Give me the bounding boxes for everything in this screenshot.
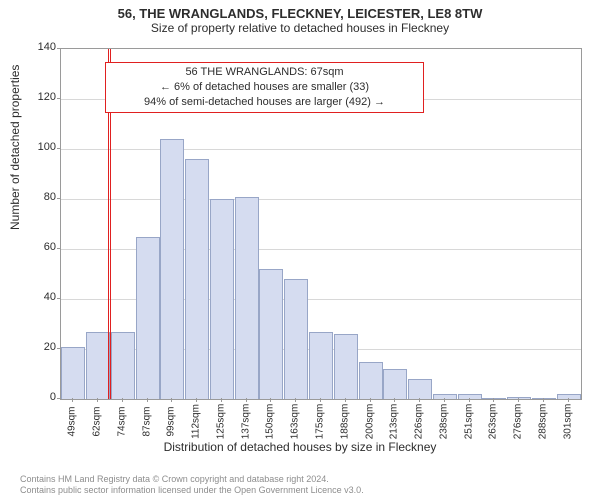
annotation-callout: 56 THE WRANGLANDS: 67sqm ← 6% of detache… (105, 62, 424, 113)
x-tick-label: 301sqm (562, 402, 573, 442)
x-tick-label: 200sqm (364, 402, 375, 442)
y-tick-label: 40 (16, 291, 56, 303)
x-tick-label: 263sqm (488, 402, 499, 442)
x-tick-label: 163sqm (290, 402, 301, 442)
x-tick-mark (122, 398, 123, 402)
x-tick-label: 276sqm (513, 402, 524, 442)
x-tick-label: 62sqm (92, 402, 103, 442)
y-tick-mark (57, 98, 61, 99)
x-tick-label: 150sqm (265, 402, 276, 442)
footer: Contains HM Land Registry data © Crown c… (20, 474, 364, 497)
x-tick-mark (543, 398, 544, 402)
x-tick-label: 87sqm (141, 402, 152, 442)
histogram-bar (557, 394, 581, 399)
y-tick-label: 120 (16, 91, 56, 103)
y-tick-label: 140 (16, 41, 56, 53)
title-main: 56, THE WRANGLANDS, FLECKNEY, LEICESTER,… (0, 0, 600, 21)
y-tick-mark (57, 148, 61, 149)
x-tick-mark (444, 398, 445, 402)
title-sub: Size of property relative to detached ho… (0, 21, 600, 35)
y-tick-mark (57, 348, 61, 349)
x-tick-mark (568, 398, 569, 402)
histogram-bar (532, 398, 556, 399)
histogram-bar (259, 269, 283, 399)
x-tick-mark (493, 398, 494, 402)
x-tick-mark (370, 398, 371, 402)
histogram-bar (284, 279, 308, 399)
y-tick-mark (57, 48, 61, 49)
x-tick-mark (72, 398, 73, 402)
y-tick-mark (57, 248, 61, 249)
annotation-line-3: 94% of semi-detached houses are larger (… (112, 95, 417, 110)
footer-line-2: Contains public sector information licen… (20, 485, 364, 496)
x-tick-label: 125sqm (215, 402, 226, 442)
histogram-bar (111, 332, 135, 400)
x-tick-mark (469, 398, 470, 402)
x-tick-label: 238sqm (438, 402, 449, 442)
histogram-bar (185, 159, 209, 399)
x-tick-mark (320, 398, 321, 402)
gridline (61, 199, 581, 200)
histogram-bar (383, 369, 407, 399)
histogram-bar (334, 334, 358, 399)
x-tick-label: 99sqm (166, 402, 177, 442)
x-tick-label: 112sqm (191, 402, 202, 442)
x-tick-label: 213sqm (389, 402, 400, 442)
histogram-bar (309, 332, 333, 400)
histogram-bar (136, 237, 160, 400)
y-tick-label: 0 (16, 391, 56, 403)
y-tick-label: 100 (16, 141, 56, 153)
x-tick-label: 49sqm (67, 402, 78, 442)
x-tick-label: 251sqm (463, 402, 474, 442)
x-tick-mark (147, 398, 148, 402)
y-tick-mark (57, 198, 61, 199)
histogram-bar (433, 394, 457, 399)
x-tick-mark (221, 398, 222, 402)
y-tick-label: 20 (16, 341, 56, 353)
x-tick-mark (295, 398, 296, 402)
y-tick-label: 80 (16, 191, 56, 203)
x-tick-mark (419, 398, 420, 402)
annotation-line-2: ← 6% of detached houses are smaller (33) (112, 80, 417, 95)
x-tick-mark (345, 398, 346, 402)
x-axis-label: Distribution of detached houses by size … (0, 440, 600, 454)
histogram-bar (61, 347, 85, 400)
x-tick-label: 137sqm (240, 402, 251, 442)
footer-line-1: Contains HM Land Registry data © Crown c… (20, 474, 364, 485)
y-tick-label: 60 (16, 241, 56, 253)
x-tick-mark (518, 398, 519, 402)
x-tick-mark (196, 398, 197, 402)
x-tick-label: 175sqm (315, 402, 326, 442)
x-tick-mark (171, 398, 172, 402)
gridline (61, 149, 581, 150)
x-tick-label: 188sqm (339, 402, 350, 442)
annotation-line-1: 56 THE WRANGLANDS: 67sqm (112, 65, 417, 80)
y-tick-mark (57, 398, 61, 399)
histogram-bar (359, 362, 383, 400)
x-tick-mark (246, 398, 247, 402)
x-tick-label: 226sqm (414, 402, 425, 442)
histogram-bar (160, 139, 184, 399)
x-tick-mark (394, 398, 395, 402)
x-tick-label: 288sqm (537, 402, 548, 442)
x-tick-label: 74sqm (116, 402, 127, 442)
histogram-bar (86, 332, 110, 400)
histogram-bar (210, 199, 234, 399)
histogram-bar (235, 197, 259, 400)
y-tick-mark (57, 298, 61, 299)
x-tick-mark (97, 398, 98, 402)
x-tick-mark (270, 398, 271, 402)
histogram-bar (408, 379, 432, 399)
